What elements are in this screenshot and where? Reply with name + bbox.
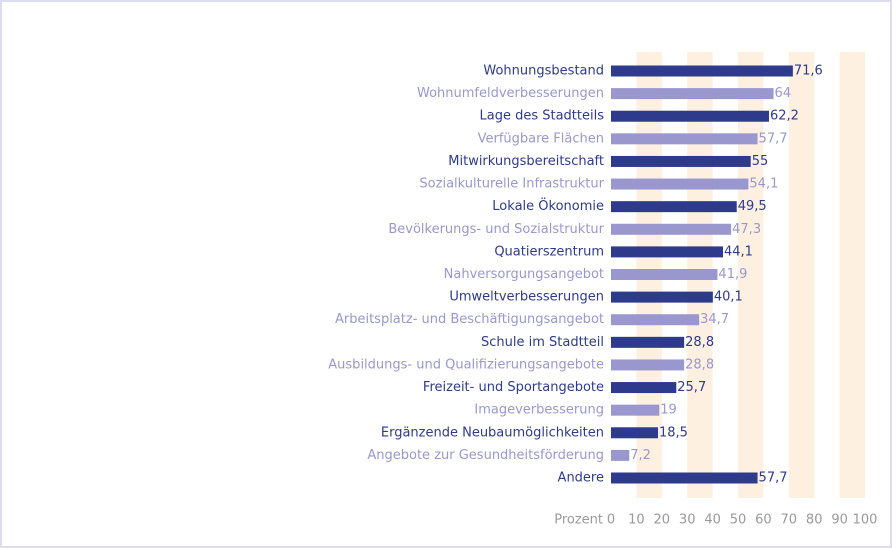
value-label: 7,2 bbox=[630, 448, 651, 463]
value-label: 71,6 bbox=[794, 64, 823, 79]
category-label: Wohnungsbestand bbox=[483, 64, 604, 79]
bar bbox=[611, 110, 769, 122]
x-tick-label: 90 bbox=[831, 513, 848, 528]
bar bbox=[611, 427, 658, 439]
bar bbox=[611, 336, 685, 348]
value-label: 44,1 bbox=[724, 244, 753, 259]
value-label: 49,5 bbox=[738, 199, 767, 214]
bar bbox=[611, 246, 724, 258]
category-label: Lokale Ökonomie bbox=[492, 197, 604, 214]
bar bbox=[611, 65, 793, 77]
bar bbox=[611, 472, 758, 484]
x-tick-label: 40 bbox=[704, 513, 721, 528]
category-label: Angebote zur Gesundheitsförderung bbox=[367, 448, 604, 463]
bar bbox=[611, 404, 660, 416]
bar bbox=[611, 155, 751, 167]
value-label: 62,2 bbox=[770, 109, 799, 124]
category-label: Freizeit- und Sportangebote bbox=[423, 380, 604, 395]
x-tick-label: 70 bbox=[781, 513, 798, 528]
bar bbox=[611, 178, 749, 190]
category-label: Lage des Stadtteils bbox=[479, 109, 604, 124]
bar bbox=[611, 269, 718, 280]
category-label: Ergänzende Neubaumöglichkeiten bbox=[381, 425, 604, 440]
category-label: Imageverbesserung bbox=[474, 403, 604, 418]
bar bbox=[611, 88, 774, 100]
value-label: 41,9 bbox=[718, 267, 747, 282]
category-label: Wohnumfeldverbesserungen bbox=[417, 86, 604, 101]
category-label: Verfügbare Flächen bbox=[478, 131, 604, 146]
category-label: Bevölkerungs- und Sozialstruktur bbox=[388, 222, 604, 237]
x-tick-label: 80 bbox=[806, 513, 823, 528]
value-label: 47,3 bbox=[732, 222, 761, 237]
category-label: Ausbildungs- und Qualifizierungsangebote bbox=[328, 357, 604, 372]
x-tick-label: 50 bbox=[730, 513, 747, 528]
x-tick-label: 100 bbox=[853, 513, 878, 528]
category-label: Andere bbox=[558, 471, 604, 486]
category-label: Sozialkulturelle Infrastruktur bbox=[419, 177, 604, 192]
x-tick-label: 10 bbox=[628, 513, 645, 528]
value-label: 55 bbox=[752, 154, 769, 169]
bar bbox=[611, 223, 732, 235]
category-label: Quatierszentrum bbox=[494, 244, 604, 259]
value-label: 64 bbox=[775, 86, 792, 101]
x-tick-label: 20 bbox=[654, 513, 671, 528]
band bbox=[738, 52, 764, 498]
value-label: 54,1 bbox=[749, 177, 778, 192]
x-tick-label: 30 bbox=[679, 513, 696, 528]
category-label: Umweltverbesserungen bbox=[449, 290, 604, 305]
band bbox=[839, 52, 865, 498]
category-label: Arbeitsplatz- und Beschäftigungsangebot bbox=[335, 312, 604, 327]
value-label: 57,7 bbox=[759, 471, 788, 486]
value-label: 57,7 bbox=[759, 131, 788, 146]
value-label: 25,7 bbox=[677, 380, 706, 395]
value-label: 28,8 bbox=[685, 357, 714, 372]
bar bbox=[611, 359, 685, 371]
category-label: Schule im Stadtteil bbox=[481, 335, 604, 350]
x-tick-label: 0 bbox=[607, 513, 615, 528]
value-label: 18,5 bbox=[659, 425, 688, 440]
band bbox=[788, 52, 815, 498]
value-label: 34,7 bbox=[700, 312, 729, 327]
bar bbox=[611, 314, 700, 326]
x-tick-label: 60 bbox=[755, 513, 772, 528]
category-label: Mitwirkungsbereitschaft bbox=[448, 154, 604, 169]
value-label: 40,1 bbox=[714, 290, 743, 305]
value-label: 28,8 bbox=[685, 335, 714, 350]
x-axis-label: Prozent bbox=[554, 513, 603, 528]
category-label: Nahversorgungsangebot bbox=[444, 267, 604, 282]
bar bbox=[611, 382, 677, 394]
bar bbox=[611, 201, 737, 213]
value-label: 19 bbox=[660, 403, 677, 418]
bar bbox=[611, 133, 758, 145]
bar bbox=[611, 449, 630, 461]
bar bbox=[611, 291, 713, 303]
